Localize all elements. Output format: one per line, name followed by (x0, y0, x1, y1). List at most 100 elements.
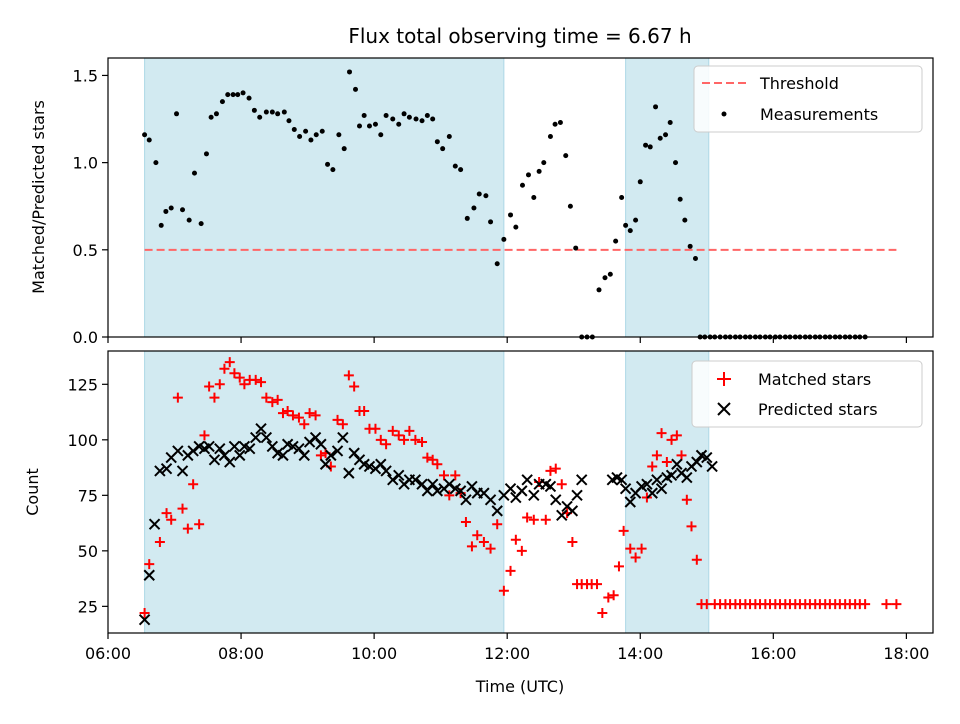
predicted-stars-point (214, 442, 226, 455)
measurement-point (667, 120, 673, 126)
matched-stars-point (256, 377, 267, 388)
measurement-point (251, 107, 257, 113)
legend-threshold-label: Threshold (759, 74, 839, 93)
predicted-stars-point (143, 569, 155, 581)
measurement-point (508, 212, 514, 218)
predicted-stars-point (287, 440, 299, 453)
predicted-stars-point (443, 478, 456, 490)
bottom-panel-y-ticks: 25 50 75 100 125 (67, 375, 108, 616)
predicted-stars-point (550, 494, 562, 506)
matched-stars-point (349, 381, 360, 392)
measurement-point (219, 99, 225, 105)
predicted-stars-point (681, 471, 693, 484)
legend-measurements-label: Measurements (760, 105, 878, 124)
matched-stars-point (618, 525, 629, 536)
measurement-point (531, 195, 537, 200)
matched-stars-point (516, 545, 527, 556)
measurement-point (557, 120, 563, 126)
matched-stars-point (381, 439, 392, 450)
matched-stars-point (224, 357, 235, 368)
measurement-point (347, 69, 353, 75)
measurement-point (413, 116, 419, 122)
predicted-stars-point (343, 467, 355, 479)
measurement-point (519, 182, 525, 188)
matched-stars-point (387, 425, 398, 436)
matched-stars-point (545, 465, 556, 476)
measurement-point (257, 114, 263, 120)
measurement-point (372, 121, 378, 127)
predicted-stars-point (176, 465, 189, 477)
measurement-point (494, 261, 500, 267)
predicted-stars-point (576, 474, 588, 486)
matched-stars-point (427, 454, 438, 465)
top-legend-box (693, 65, 923, 133)
matched-stars-point (891, 599, 902, 610)
measurement-point (163, 208, 169, 214)
matched-stars-point (630, 552, 641, 563)
x-tick-label: 18:00 (883, 644, 929, 663)
predicted-stars-point (331, 445, 344, 457)
chart-title: Flux total observing time = 6.67 h (348, 24, 691, 48)
matched-stars-point (337, 419, 348, 430)
matched-stars-point (304, 408, 315, 419)
predicted-stars-point (701, 451, 713, 464)
measurement-point (153, 160, 159, 166)
matched-stars-point (438, 470, 449, 481)
matched-stars-point (375, 434, 386, 445)
predicted-stars-point (426, 478, 439, 490)
y-tick-label: 1.5 (73, 66, 98, 85)
measurement-point (488, 219, 494, 225)
measurement-point (567, 203, 573, 209)
matched-stars-point (166, 514, 177, 525)
matched-stars-point (636, 543, 647, 554)
predicted-stars-point (234, 449, 246, 462)
matched-stars-point (261, 392, 272, 403)
predicted-stars-point (228, 440, 241, 453)
measurement-point (653, 104, 659, 110)
matched-stars-point (188, 479, 199, 490)
predicted-stars-point (298, 449, 310, 462)
predicted-stars-point (706, 460, 718, 473)
x-tick-label: 12:00 (484, 644, 530, 663)
matched-stars-point (540, 514, 551, 525)
measurement-point (663, 132, 669, 138)
measurement-point (452, 163, 458, 169)
predicted-stars-point (521, 474, 533, 486)
matched-stars-point (343, 370, 354, 381)
measurement-point (619, 195, 625, 200)
matched-stars-point (370, 423, 381, 434)
predicted-stars-point (255, 423, 267, 435)
measurement-point (180, 207, 186, 213)
matched-stars-point (404, 425, 415, 436)
matched-stars-point (592, 579, 603, 590)
measurement-point (390, 116, 396, 122)
measurement-point (142, 132, 148, 138)
measurement-point (174, 111, 180, 117)
measurement-point (627, 228, 633, 234)
y-tick-label: 75 (78, 486, 98, 505)
measurement-point (647, 144, 653, 150)
matched-stars-point (550, 463, 561, 474)
x-tick-label: 08:00 (218, 644, 264, 663)
bottom-panel: 25 50 75 100 125 06:00 08:00 10:00 12:00 14:00 16… (23, 350, 934, 696)
matched-stars-point (472, 530, 483, 541)
measurement-point (246, 95, 252, 101)
measurement-point (536, 168, 542, 174)
matched-stars-point (209, 392, 220, 403)
measurement-point (552, 121, 558, 127)
measurement-point (596, 287, 602, 293)
measurement-point (186, 217, 192, 223)
measurement-point (657, 135, 663, 141)
legend-predicted-label: Predicted stars (758, 400, 878, 419)
measurement-point (297, 133, 303, 139)
matched-stars-point (686, 521, 697, 532)
measurement-point (525, 172, 531, 178)
measurement-point (146, 137, 152, 143)
predicted-stars-point (224, 456, 236, 468)
predicted-stars-point (615, 474, 628, 486)
legend-matched-marker (717, 372, 731, 386)
legend-predicted-marker (717, 402, 731, 416)
matched-stars-point (450, 470, 461, 481)
predicted-stars-point (249, 431, 262, 444)
predicted-stars-point (504, 482, 517, 495)
